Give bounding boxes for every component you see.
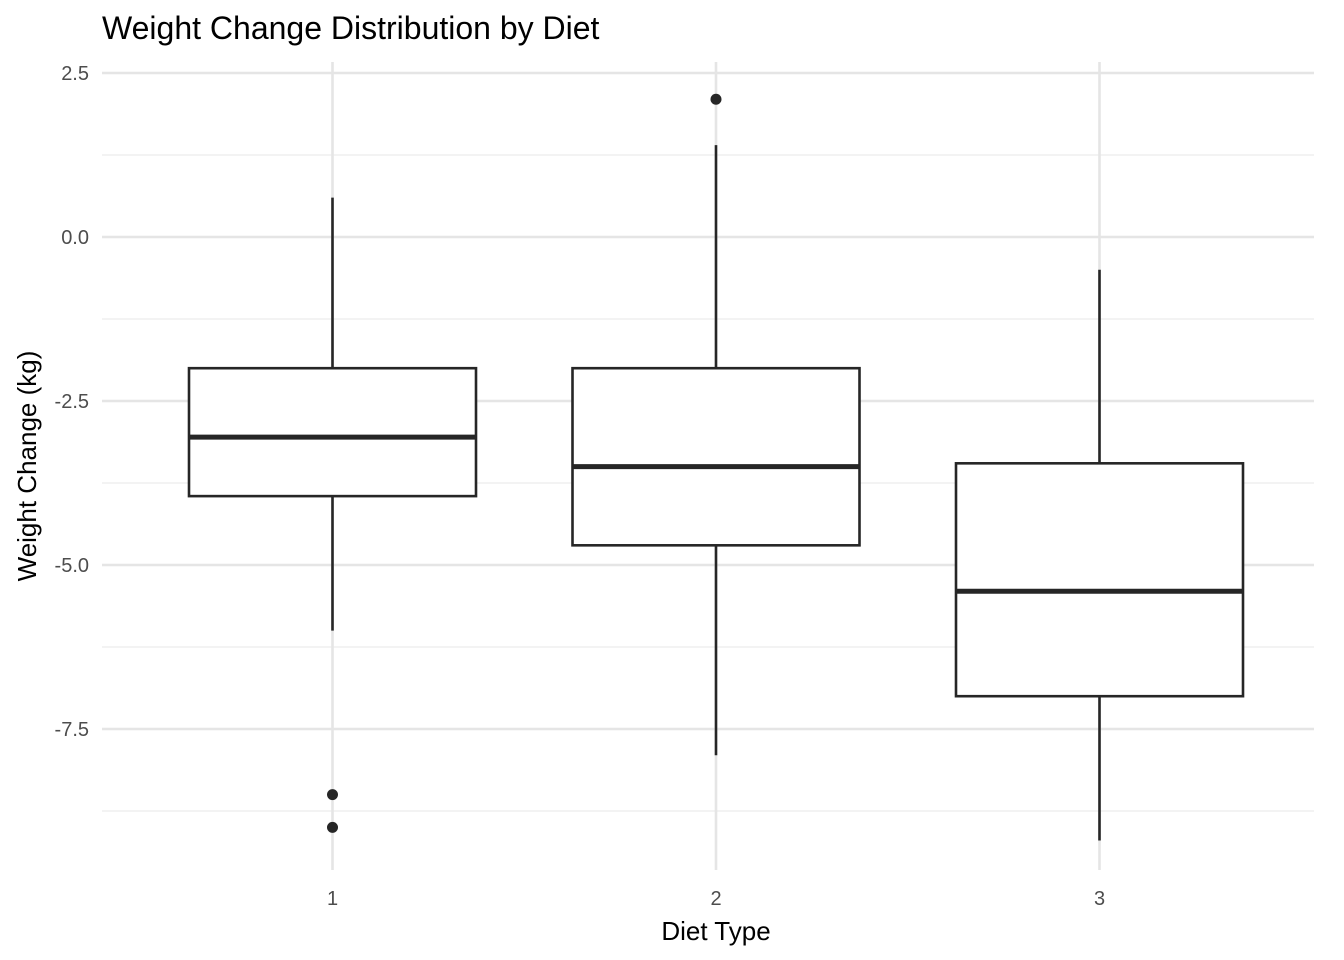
outlier-point (327, 821, 338, 833)
x-tick-label: 3 (1094, 888, 1105, 910)
iqr-box (187, 366, 478, 498)
y-axis-title: Weight Change (kg) (12, 351, 42, 582)
y-tick-label: 0.0 (61, 227, 89, 249)
iqr-box (954, 462, 1245, 698)
y-tick-label: -2.5 (55, 391, 89, 413)
y-tick-label: 2.5 (61, 63, 89, 85)
iqr-box (571, 366, 861, 547)
x-tick-label: 1 (327, 888, 338, 910)
outlier-point (327, 789, 338, 801)
outlier-point (710, 93, 722, 105)
x-axis-title: Diet Type (661, 916, 770, 946)
box-layer (187, 93, 1245, 841)
chart-title: Weight Change Distribution by Diet (102, 10, 600, 46)
tick-layer: 2.5 0.0 -2.5 -5.0 -7.5 1 2 3 (55, 63, 1106, 910)
y-tick-label: -5.0 (55, 555, 89, 577)
x-tick-label: 2 (710, 888, 721, 910)
y-tick-label: -7.5 (55, 719, 89, 741)
